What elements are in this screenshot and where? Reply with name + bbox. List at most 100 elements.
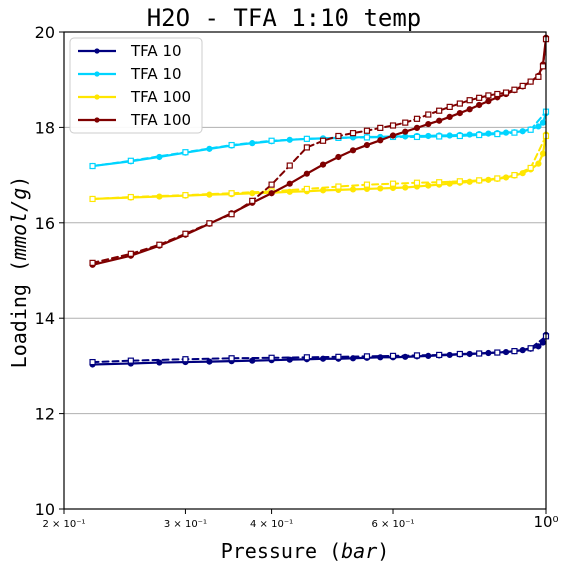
- data-point-1-4: [269, 355, 274, 360]
- data-point-3-15: [528, 127, 533, 132]
- data-point-6-24: [486, 99, 491, 104]
- data-point-7-31: [540, 64, 545, 69]
- legend-marker-3: [94, 117, 99, 122]
- x-tick-label-1: 3 × 10⁻¹: [164, 519, 207, 530]
- data-point-7-20: [447, 104, 452, 109]
- data-point-2-31: [540, 120, 545, 125]
- y-axis-label: Loading (mmol/g): [7, 176, 31, 369]
- data-point-1-14: [512, 349, 517, 354]
- data-point-6-22: [467, 107, 472, 112]
- x-tick-label-2: 4 × 10⁻¹: [250, 519, 293, 530]
- series-0: [90, 332, 549, 367]
- legend-label-1: TFA 10: [130, 65, 182, 83]
- data-point-7-6: [250, 198, 255, 203]
- data-point-5-5: [304, 186, 309, 191]
- data-point-5-12: [477, 178, 482, 183]
- data-point-4-14: [378, 186, 383, 191]
- data-point-5-13: [495, 176, 500, 181]
- data-point-1-0: [90, 360, 95, 365]
- data-point-7-22: [467, 98, 472, 103]
- data-point-1-11: [457, 351, 462, 356]
- data-point-7-13: [364, 128, 369, 133]
- data-point-6-12: [350, 148, 355, 153]
- data-point-7-0: [90, 260, 95, 265]
- data-point-1-10: [437, 352, 442, 357]
- data-point-3-1: [128, 158, 133, 163]
- y-tick-label-5: 20: [35, 23, 55, 42]
- data-point-7-8: [287, 163, 292, 168]
- data-point-5-2: [183, 193, 188, 198]
- legend-marker-0: [94, 48, 99, 53]
- y-tick-label-0: 10: [35, 500, 55, 519]
- data-point-5-3: [229, 191, 234, 196]
- data-point-3-11: [457, 133, 462, 138]
- x-tick-label-3: 6 × 10⁻¹: [371, 519, 414, 530]
- data-point-7-25: [495, 92, 500, 97]
- data-point-3-7: [364, 135, 369, 140]
- chart-title: H2O - TFA 1:10 temp: [147, 4, 422, 32]
- data-point-6-19: [437, 118, 442, 123]
- data-point-3-5: [304, 136, 309, 141]
- data-point-1-13: [495, 350, 500, 355]
- grid: [64, 127, 546, 413]
- data-point-7-24: [486, 93, 491, 98]
- data-point-7-27: [512, 87, 517, 92]
- data-point-7-30: [536, 74, 541, 79]
- data-point-4-12: [350, 187, 355, 192]
- data-point-3-10: [437, 134, 442, 139]
- legend-marker-2: [94, 94, 99, 99]
- data-point-6-15: [390, 133, 395, 138]
- data-point-7-16: [403, 120, 408, 125]
- x-tick-label-0: 2 × 10⁻¹: [42, 519, 85, 530]
- y-axis: 101214161820: [35, 23, 64, 519]
- data-point-7-26: [504, 90, 509, 95]
- data-point-5-8: [391, 181, 396, 186]
- data-point-7-23: [477, 95, 482, 100]
- data-point-7-7: [269, 182, 274, 187]
- data-point-3-12: [477, 133, 482, 138]
- data-point-7-10: [321, 138, 326, 143]
- data-point-7-15: [391, 123, 396, 128]
- data-point-4-18: [426, 183, 431, 188]
- y-tick-label-3: 16: [35, 214, 55, 233]
- data-point-6-11: [336, 154, 341, 159]
- data-point-1-7: [364, 354, 369, 359]
- y-tick-label-4: 18: [35, 118, 55, 137]
- data-point-5-0: [90, 196, 95, 201]
- data-point-6-20: [447, 114, 452, 119]
- data-point-7-5: [229, 212, 234, 217]
- data-point-5-9: [414, 180, 419, 185]
- data-point-6-14: [378, 138, 383, 143]
- y-tick-label-2: 14: [35, 309, 55, 328]
- data-point-5-10: [437, 180, 442, 185]
- data-point-3-9: [414, 134, 419, 139]
- legend-label-0: TFA 10: [130, 42, 182, 60]
- data-point-5-6: [336, 184, 341, 189]
- data-point-6-16: [403, 129, 408, 134]
- data-point-5-1: [128, 195, 133, 200]
- data-point-7-12: [351, 131, 356, 136]
- legend: TFA 10 TFA 10 TFA 100 TFA 100: [70, 38, 202, 133]
- data-point-7-19: [437, 108, 442, 113]
- data-point-3-13: [495, 132, 500, 137]
- data-point-6-13: [364, 142, 369, 147]
- data-point-7-4: [207, 221, 212, 226]
- data-point-4-16: [403, 185, 408, 190]
- legend-label-2: TFA 100: [130, 88, 191, 106]
- data-point-6-21: [457, 110, 462, 115]
- x-axis-label: Pressure (bar): [221, 539, 390, 563]
- data-point-7-11: [336, 133, 341, 138]
- data-point-1-2: [183, 357, 188, 362]
- series-1: [90, 334, 548, 365]
- data-point-6-7: [269, 191, 274, 196]
- data-point-3-4: [269, 138, 274, 143]
- data-point-7-29: [528, 79, 533, 84]
- data-point-7-1: [128, 251, 133, 256]
- data-point-5-14: [512, 173, 517, 178]
- data-point-7-2: [157, 242, 162, 247]
- data-point-4-30: [536, 161, 541, 166]
- data-point-1-5: [304, 355, 309, 360]
- data-point-6-8: [287, 181, 292, 186]
